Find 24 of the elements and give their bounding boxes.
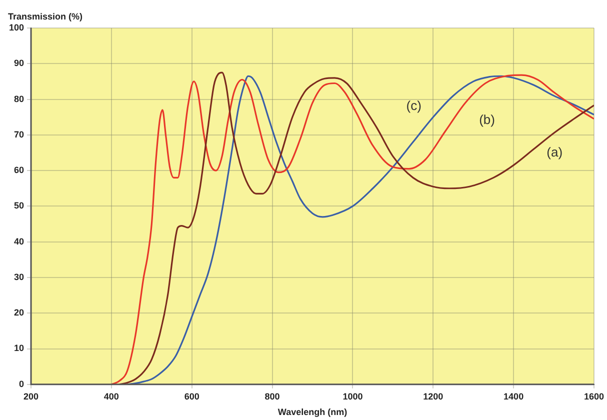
y-tick-label: 90 xyxy=(14,58,24,68)
x-tick-label: 400 xyxy=(104,391,119,402)
x-tick-label: 1600 xyxy=(584,391,604,402)
x-tick-label: 1200 xyxy=(423,391,444,402)
y-tick-label: 70 xyxy=(14,129,24,140)
x-tick-label: 1000 xyxy=(342,391,363,402)
series-label: (c) xyxy=(406,98,422,113)
y-tick-label: 10 xyxy=(14,343,24,354)
series-label: (a) xyxy=(546,144,563,160)
y-tick-label: 20 xyxy=(14,308,24,318)
y-tick-label: 30 xyxy=(14,272,24,282)
x-tick-label: 800 xyxy=(264,391,280,402)
x-tick-label: 200 xyxy=(24,391,39,402)
series-label: (b) xyxy=(479,112,495,128)
y-tick-label: 0 xyxy=(19,378,24,389)
x-tick-label: 600 xyxy=(184,391,200,402)
y-tick-label: 50 xyxy=(14,200,24,211)
y-tick-label: 40 xyxy=(14,236,24,246)
x-axis-title: Wavelengh (nm) xyxy=(278,407,348,418)
x-tick-label: 1400 xyxy=(504,391,524,402)
y-tick-label: 80 xyxy=(14,94,24,104)
y-tick-label: 100 xyxy=(8,22,24,32)
y-tick-label: 60 xyxy=(14,165,24,176)
y-axis-title: Transmission (%) xyxy=(8,11,83,22)
